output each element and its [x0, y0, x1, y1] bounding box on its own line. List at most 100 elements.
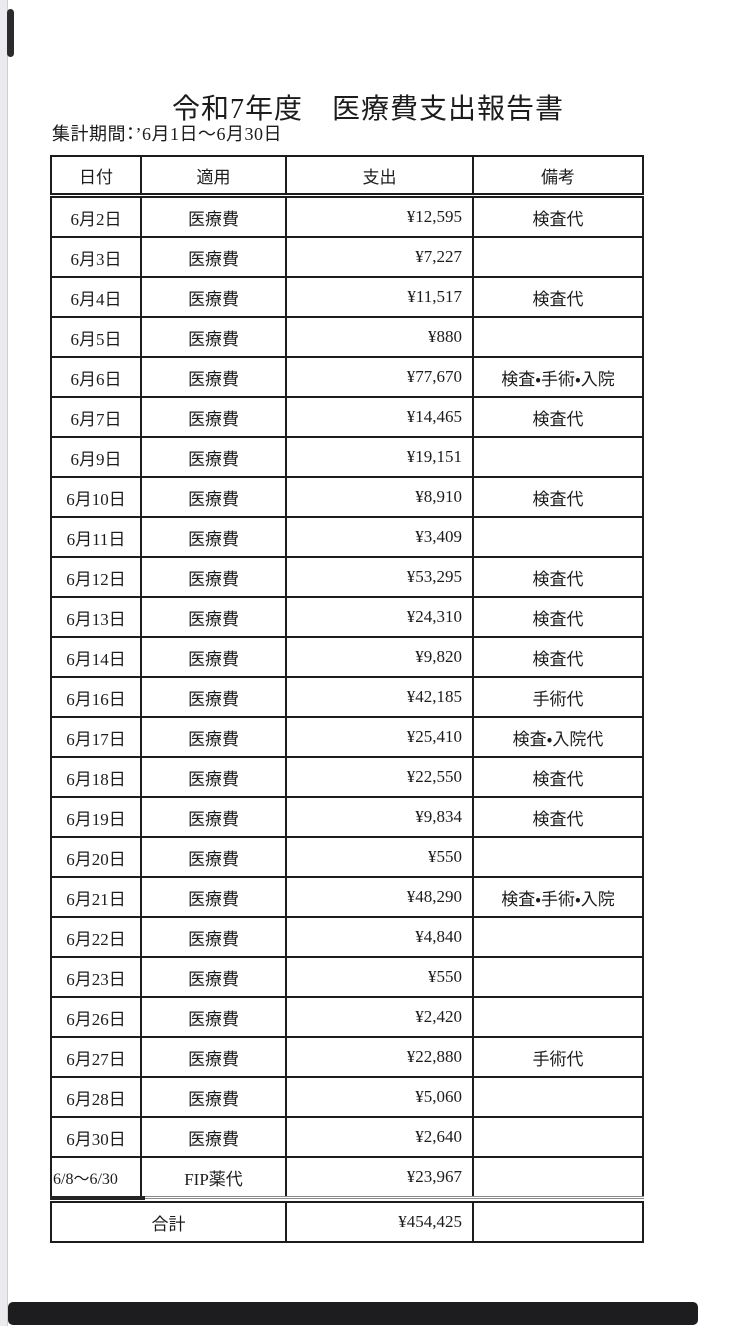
amount-cell: ¥11,517: [285, 276, 474, 318]
table-row: 6月10日 医療費 ¥8,910 検査代: [50, 476, 644, 518]
description-cell: 医療費: [140, 194, 287, 238]
date-cell: 6月9日: [50, 436, 142, 478]
table-row: 6月23日 医療費 ¥550: [50, 956, 644, 998]
amount-cell: ¥2,640: [285, 1116, 474, 1158]
note-cell: 検査代: [472, 636, 644, 678]
date-cell: 6月23日: [50, 956, 142, 998]
vertical-scroll-indicator[interactable]: [7, 9, 14, 57]
amount-cell: ¥14,465: [285, 396, 474, 438]
date-cell: 6月26日: [50, 996, 142, 1038]
date-cell: 6月27日: [50, 1036, 142, 1078]
header-amount: 支出: [285, 155, 474, 198]
description-cell: 医療費: [140, 596, 287, 638]
description-cell: FIP薬代: [140, 1156, 287, 1199]
description-cell: 医療費: [140, 436, 287, 478]
date-cell: 6月28日: [50, 1076, 142, 1118]
note-cell: [472, 836, 644, 878]
date-cell: 6月19日: [50, 796, 142, 838]
note-cell: [472, 956, 644, 998]
horizontal-scroll-indicator[interactable]: [8, 1302, 698, 1325]
amount-cell: ¥19,151: [285, 436, 474, 478]
description-cell: 医療費: [140, 236, 287, 278]
note-cell: [472, 916, 644, 958]
expense-table-area: 日付 適用 支出 備考 6月2日 医療費 ¥12,595 検査代 6月3日 医療費 ¥7,2…: [50, 155, 644, 1243]
note-cell: 検査・手術・入院: [472, 356, 644, 398]
description-cell: 医療費: [140, 316, 287, 358]
date-cell: 6月6日: [50, 356, 142, 398]
table-row: 6月14日 医療費 ¥9,820 検査代: [50, 636, 644, 678]
note-cell: [472, 316, 644, 358]
description-cell: 医療費: [140, 956, 287, 998]
description-cell: 医療費: [140, 716, 287, 758]
amount-cell: ¥7,227: [285, 236, 474, 278]
amount-cell: ¥24,310: [285, 596, 474, 638]
date-cell: 6月21日: [50, 876, 142, 918]
table-row: 6月9日 医療費 ¥19,151: [50, 436, 644, 478]
description-cell: 医療費: [140, 996, 287, 1038]
table-row: 6月17日 医療費 ¥25,410 検査・入院代: [50, 716, 644, 758]
table-row: 6月4日 医療費 ¥11,517 検査代: [50, 276, 644, 318]
description-cell: 医療費: [140, 676, 287, 718]
header-note: 備考: [472, 155, 644, 198]
table-row: 6月12日 医療費 ¥53,295 検査代: [50, 556, 644, 598]
note-cell: [472, 236, 644, 278]
note-cell: [472, 1076, 644, 1118]
note-cell: 検査・手術・入院: [472, 876, 644, 918]
date-cell: 6月13日: [50, 596, 142, 638]
table-row: 6月11日 医療費 ¥3,409: [50, 516, 644, 558]
header-description: 適用: [140, 155, 287, 198]
amount-cell: ¥25,410: [285, 716, 474, 758]
description-cell: 医療費: [140, 1076, 287, 1118]
date-cell: 6月17日: [50, 716, 142, 758]
table-row: 6月26日 医療費 ¥2,420: [50, 996, 644, 1038]
total-table: 合計 ¥454,425: [50, 1201, 644, 1243]
total-row: 合計 ¥454,425: [50, 1201, 644, 1243]
description-cell: 医療費: [140, 356, 287, 398]
date-cell: 6月22日: [50, 916, 142, 958]
description-cell: 医療費: [140, 1036, 287, 1078]
note-cell: 検査代: [472, 276, 644, 318]
note-cell: 検査代: [472, 476, 644, 518]
date-cell: 6月5日: [50, 316, 142, 358]
note-cell: 検査代: [472, 756, 644, 798]
date-cell: 6月18日: [50, 756, 142, 798]
period-label: 集計期間：’6月1日～6月30日: [52, 124, 282, 144]
table-row: 6/8～6/30 FIP薬代 ¥23,967: [50, 1156, 644, 1199]
amount-cell: ¥4,840: [285, 916, 474, 958]
description-cell: 医療費: [140, 636, 287, 678]
description-cell: 医療費: [140, 796, 287, 838]
amount-cell: ¥48,290: [285, 876, 474, 918]
note-cell: 手術代: [472, 676, 644, 718]
table-row: 6月7日 医療費 ¥14,465 検査代: [50, 396, 644, 438]
table-row: 6月30日 医療費 ¥2,640: [50, 1116, 644, 1158]
description-cell: 医療費: [140, 476, 287, 518]
header-row: 日付 適用 支出 備考: [50, 155, 644, 198]
amount-cell: ¥9,834: [285, 796, 474, 838]
table-row: 6月22日 医療費 ¥4,840: [50, 916, 644, 958]
amount-cell: ¥2,420: [285, 996, 474, 1038]
total-note-cell: [472, 1201, 644, 1243]
total-label-cell: 合計: [50, 1201, 287, 1243]
amount-cell: ¥53,295: [285, 556, 474, 598]
table-row: 6月18日 医療費 ¥22,550 検査代: [50, 756, 644, 798]
amount-cell: ¥22,550: [285, 756, 474, 798]
note-cell: 検査代: [472, 396, 644, 438]
expense-table: 日付 適用 支出 備考 6月2日 医療費 ¥12,595 検査代 6月3日 医療費 ¥7,2…: [50, 155, 644, 1199]
date-cell: 6月30日: [50, 1116, 142, 1158]
date-cell: 6月7日: [50, 396, 142, 438]
table-row: 6月27日 医療費 ¥22,880 手術代: [50, 1036, 644, 1078]
date-cell: 6月16日: [50, 676, 142, 718]
amount-cell: ¥5,060: [285, 1076, 474, 1118]
note-cell: 検査代: [472, 596, 644, 638]
date-cell: 6月3日: [50, 236, 142, 278]
table-row: 6月2日 医療費 ¥12,595 検査代: [50, 194, 644, 238]
page-edge-strip: [0, 0, 8, 1326]
table-border-step: [50, 1196, 145, 1200]
amount-cell: ¥880: [285, 316, 474, 358]
amount-cell: ¥22,880: [285, 1036, 474, 1078]
description-cell: 医療費: [140, 396, 287, 438]
amount-cell: ¥3,409: [285, 516, 474, 558]
report-title: 令和7年度 医療費支出報告書: [171, 93, 564, 125]
table-row: 6月5日 医療費 ¥880: [50, 316, 644, 358]
